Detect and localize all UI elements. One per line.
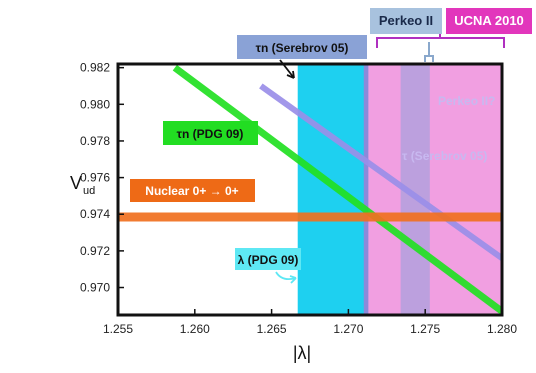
y-axis-label-subscript: ud xyxy=(83,185,95,197)
y-tick-label: 0.980 xyxy=(80,97,110,111)
x-tick-label: 1.265 xyxy=(257,322,287,336)
x-tick-label: 1.275 xyxy=(410,322,440,336)
y-axis-title: V ud xyxy=(70,173,95,197)
y-tick-label: 0.972 xyxy=(80,244,110,258)
nuclear-label: Nuclear 0+ → 0+ xyxy=(145,184,238,198)
perkeo-brace xyxy=(424,42,434,62)
y-axis-label: V xyxy=(70,173,82,193)
band-1 xyxy=(363,64,502,315)
ucna-brace xyxy=(376,34,505,48)
faint-perkeo-label: Perkeo II? xyxy=(438,94,495,108)
perkeo-label: Perkeo II xyxy=(379,13,433,28)
serebrov-label: τn (Serebrov 05) xyxy=(256,41,349,55)
lambda-label-box: λ (PDG 09) xyxy=(235,248,301,270)
y-tick-label: 0.970 xyxy=(80,281,110,295)
x-tick-label: 1.255 xyxy=(103,322,133,336)
y-tick-label: 0.982 xyxy=(80,61,110,75)
y-tick-label: 0.974 xyxy=(80,207,110,221)
y-tick-label: 0.976 xyxy=(80,171,110,185)
x-axis-label: |λ| xyxy=(293,343,311,363)
serebrov-label-box: τn (Serebrov 05) xyxy=(237,35,367,59)
plot-frame xyxy=(116,62,504,317)
series-line-0 xyxy=(172,64,502,315)
serebrov-arrow xyxy=(279,59,295,79)
y-tick-label: 0.978 xyxy=(80,134,110,148)
pdg-tau-label: τn (PDG 09) xyxy=(177,127,244,141)
series-line-1 xyxy=(259,83,502,261)
ucna-label: UCNA 2010 xyxy=(454,13,524,28)
lambda-arrow xyxy=(275,271,297,284)
ucna-label-box: UCNA 2010 xyxy=(446,8,532,34)
x-tick-label: 1.260 xyxy=(180,322,210,336)
perkeo-label-box: Perkeo II xyxy=(370,8,442,34)
pdg-tau-label-box: τn (PDG 09) xyxy=(163,121,258,145)
lambda-label: λ (PDG 09) xyxy=(238,253,299,267)
faint-serebrov-label: τ (Serebrov 05) xyxy=(402,149,487,163)
x-tick-label: 1.270 xyxy=(333,322,363,336)
x-tick-label: 1.280 xyxy=(487,322,517,336)
nuclear-label-box: Nuclear 0+ → 0+ xyxy=(130,179,255,202)
